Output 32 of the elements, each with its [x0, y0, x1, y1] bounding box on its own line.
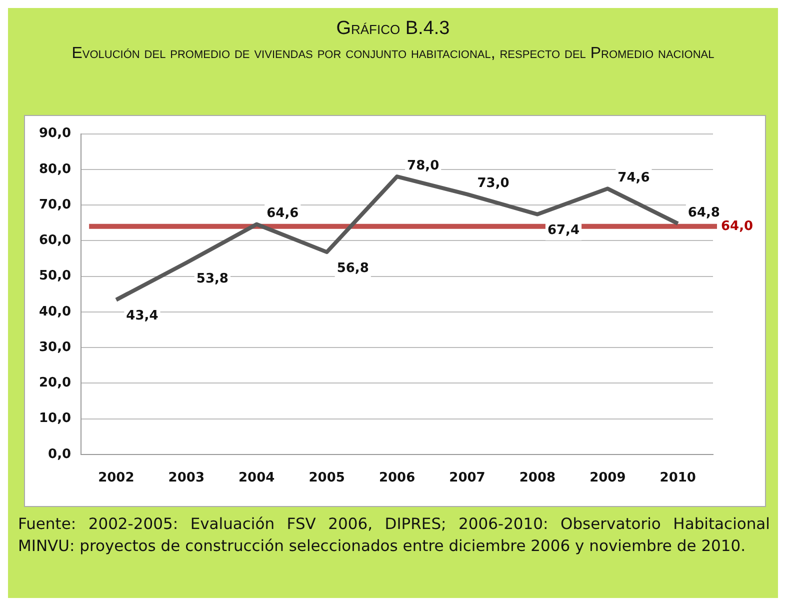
x-tick-label: 2008: [519, 470, 556, 486]
x-tick-label: 2006: [378, 470, 416, 486]
data-label: 56,8: [336, 260, 369, 276]
data-label: 64,8: [688, 205, 720, 220]
data-label: 73,0: [477, 176, 510, 192]
data-label: 43,4: [126, 308, 158, 324]
x-tick-label: 2010: [660, 470, 696, 486]
data-label: 67,4: [547, 223, 580, 238]
data-label: 64,6: [266, 206, 299, 222]
x-tick-label: 2007: [449, 470, 486, 486]
x-tick-label: 2005: [308, 470, 345, 486]
y-tick-label: 60,0: [38, 233, 72, 248]
y-tick-label: 40,0: [38, 304, 72, 320]
x-tick-label: 2002: [98, 470, 134, 486]
y-tick-label: 30,0: [38, 340, 72, 355]
y-tick-label: 0,0: [48, 446, 72, 462]
data-label: 74,6: [618, 170, 650, 186]
y-tick-label: 10,0: [38, 411, 72, 426]
x-tick-label: 2009: [590, 470, 626, 486]
y-tick-label: 90,0: [38, 126, 72, 142]
chart-title: Gráfico B.4.3: [335, 18, 451, 40]
y-tick-label: 70,0: [38, 197, 72, 212]
y-tick-label: 80,0: [38, 162, 72, 177]
ref-line-label: 64,0: [721, 218, 754, 234]
chart-subtitle: Evolución del promedio de viviendas por conjunto habitacional, respecto del Promedio nacional: [70, 44, 716, 64]
y-tick-label: 20,0: [38, 376, 72, 391]
x-tick-label: 2004: [238, 470, 275, 486]
y-tick-label: 50,0: [38, 268, 72, 284]
x-tick-label: 2003: [168, 470, 204, 486]
source-note: Fuente: 2002-2005: Evaluación FSV 2006, DIPRES; 2006-2010: Observatorio Habitacional MINVU: proyectos de construcción seleccionados entre diciembre 2006 y noviembre de 2010.: [18, 514, 770, 557]
data-label: 78,0: [407, 158, 440, 174]
data-label: 53,8: [196, 272, 228, 287]
